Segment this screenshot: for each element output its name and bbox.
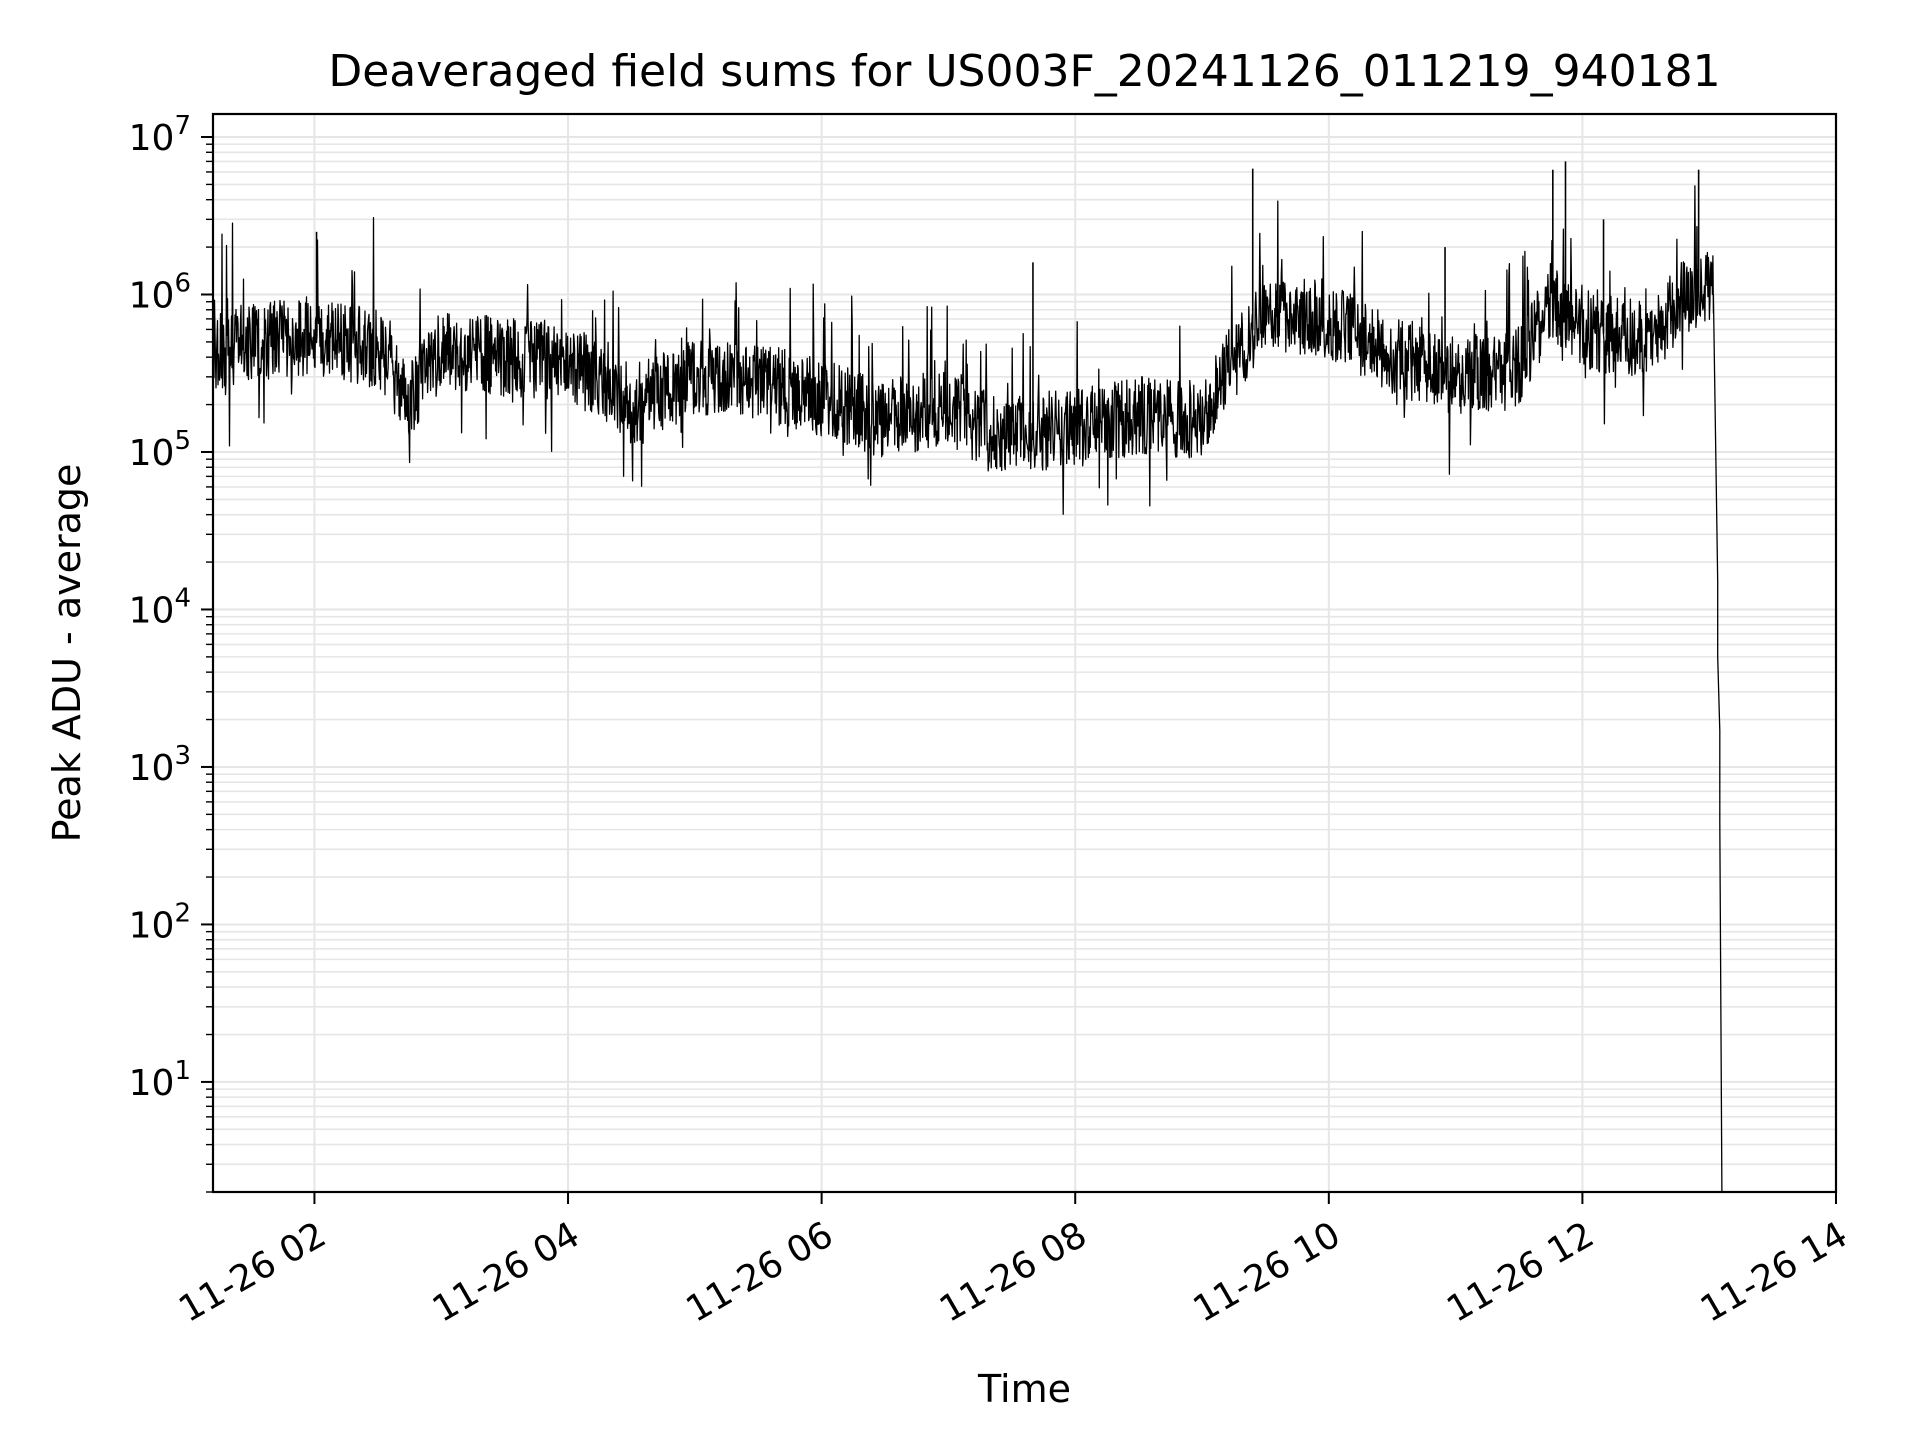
x-axis-label: Time bbox=[977, 1367, 1071, 1411]
chart-title: Deaveraged field sums for US003F_2024112… bbox=[328, 46, 1720, 97]
y-tick-label: 107 bbox=[129, 111, 191, 159]
y-tick-label: 103 bbox=[129, 741, 191, 789]
plot-area bbox=[212, 161, 1723, 1193]
plot-frame bbox=[211, 112, 1838, 1194]
y-tick-label: 102 bbox=[129, 898, 191, 946]
y-tick-label: 105 bbox=[129, 426, 191, 474]
series-line bbox=[212, 185, 1723, 1193]
y-tick-label: 104 bbox=[129, 583, 191, 631]
y-tick-label: 106 bbox=[129, 268, 191, 316]
y-tick-label: 101 bbox=[129, 1056, 191, 1104]
y-axis-label: Peak ADU - average bbox=[45, 464, 89, 843]
